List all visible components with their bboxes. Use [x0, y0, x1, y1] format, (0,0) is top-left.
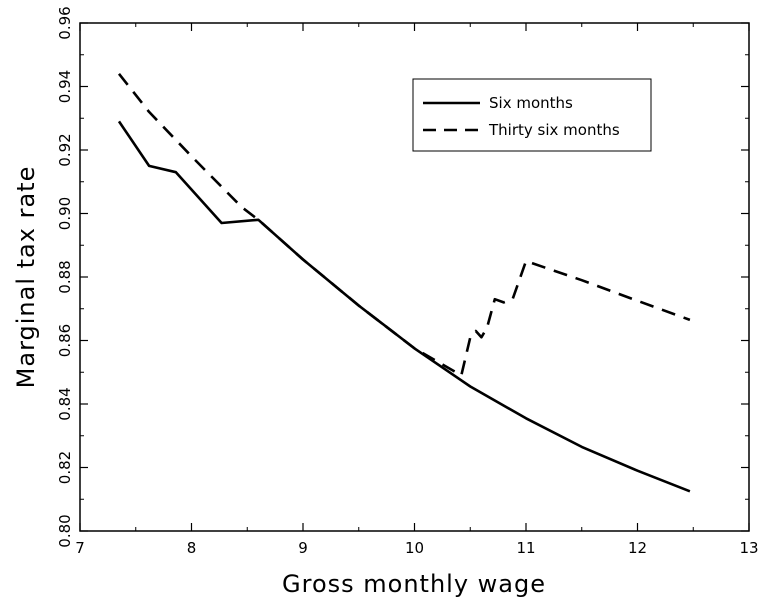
y-axis-title: Marginal tax rate	[12, 166, 40, 389]
legend-label-thirty-six-months: Thirty six months	[488, 121, 620, 139]
x-tick-label: 11	[516, 539, 535, 557]
series-lines	[117, 72, 691, 493]
y-tick-label: 0.90	[56, 197, 74, 230]
y-tick-label: 0.80	[56, 514, 74, 547]
y-tick-label: 0.86	[56, 324, 74, 357]
x-tick-label: 9	[298, 539, 308, 557]
axis-ticks	[79, 22, 750, 532]
x-axis-title: Gross monthly wage	[282, 570, 546, 598]
y-tick-label: 0.84	[56, 387, 74, 420]
x-tick-label: 10	[405, 539, 424, 557]
y-tick-label: 0.92	[56, 133, 74, 166]
y-tick-label: 0.82	[56, 451, 74, 484]
legend: Six months Thirty six months	[412, 78, 652, 152]
series-line-thirty-six-months	[117, 72, 691, 377]
x-tick-label: 7	[75, 539, 85, 557]
legend-label-six-months: Six months	[489, 94, 573, 112]
series-line-six-months	[117, 120, 691, 493]
x-tick-label: 13	[739, 539, 758, 557]
tick-labels: 7 8 9 10 11 12 13 0.80 0.82 0.84 0.86 0.88 0.90 0.92 0…	[56, 6, 759, 557]
y-tick-label: 0.88	[56, 260, 74, 293]
x-tick-label: 8	[187, 539, 197, 557]
legend-box	[412, 78, 652, 152]
y-tick-label: 0.94	[56, 70, 74, 103]
x-tick-label: 12	[628, 539, 647, 557]
y-tick-label: 0.96	[56, 6, 74, 39]
